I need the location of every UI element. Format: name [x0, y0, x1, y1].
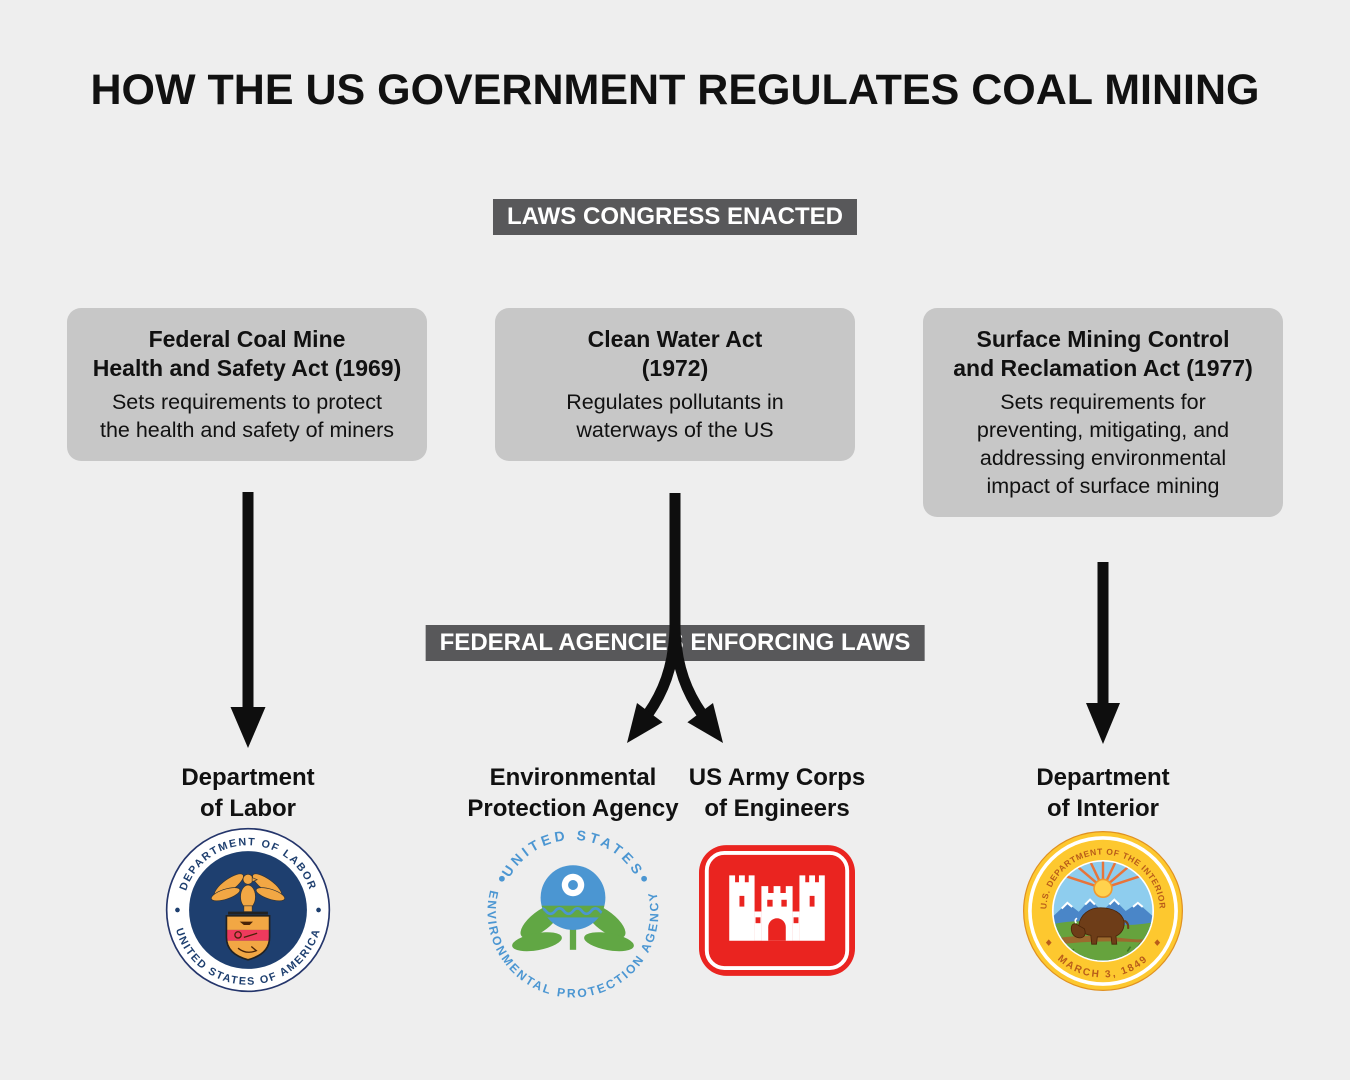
law-description: Sets requirements for preventing, mitiga…: [976, 389, 1230, 498]
agency-label-usace: US Army Corps of Engineers: [688, 764, 866, 823]
usace-logo-icon: [699, 845, 855, 976]
law-card-surface-mining-act: Surface Mining Control and Reclamation A…: [923, 308, 1283, 517]
law-description: Sets requirements to protect the health …: [99, 389, 394, 442]
laws-section-badge: LAWS CONGRESS ENACTED: [492, 199, 858, 235]
agency-label-dol: Department of Labor: [181, 764, 315, 823]
agency-label-epa: Environmental Protection Agency: [467, 764, 679, 823]
law-name: Surface Mining Control and Reclamation A…: [953, 326, 1253, 382]
doi-bison-icon: [1070, 907, 1130, 945]
doi-seal-icon: U.S. DEPARTMENT OF THE INTERIOR MARCH 3,…: [1023, 831, 1183, 991]
arrow-to-interior: [1086, 562, 1120, 744]
epa-flower-icon: [512, 865, 634, 952]
law-name: Federal Coal Mine Health and Safety Act …: [92, 326, 402, 382]
law-card-clean-water-act: Clean Water Act (1972) Regulates polluta…: [495, 308, 855, 461]
law-name: Clean Water Act (1972): [587, 326, 763, 382]
epa-seal-icon: UNITED STATES ENVIRONMENTAL PROTECTION A…: [484, 827, 659, 1001]
doi-scene: [1053, 861, 1153, 961]
dol-seal-icon: DEPARTMENT OF LABOR UNITED STATES OF AME…: [165, 827, 331, 993]
dol-shield-icon: [225, 911, 271, 961]
dol-eagle-icon: [210, 873, 286, 912]
arrow-to-labor: [230, 492, 266, 748]
agency-label-doi: Department of Interior: [1036, 764, 1170, 823]
arrow-split-to-epa-and-usace: [627, 493, 723, 743]
law-description: Regulates pollutants in waterways of the…: [566, 389, 784, 442]
page-title: HOW THE US GOVERNMENT REGULATES COAL MIN…: [90, 66, 1260, 114]
agencies-section-badge: FEDERAL AGENCIES ENFORCING LAWS: [425, 625, 925, 661]
law-card-coal-mine-act: Federal Coal Mine Health and Safety Act …: [67, 308, 427, 461]
